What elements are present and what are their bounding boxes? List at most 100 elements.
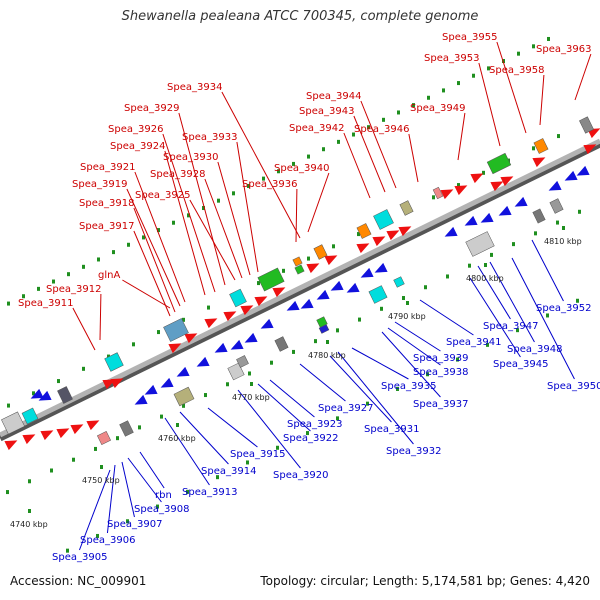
gene-box <box>163 318 189 342</box>
gene-label-reverse: Spea_3927 <box>318 403 373 414</box>
gene-box <box>119 420 134 437</box>
gene-label-forward: Spea_3912 <box>46 284 101 295</box>
gene-label-reverse: Spea_3913 <box>182 487 237 498</box>
tick-mark <box>32 391 35 396</box>
scale-tick <box>484 263 487 267</box>
gene-label-forward: Spea_3943 <box>299 106 354 117</box>
forward-gene-arrow <box>56 428 70 439</box>
label-connector <box>221 91 301 239</box>
scale-tick <box>28 509 31 513</box>
tick-mark <box>516 328 519 333</box>
gene-box <box>104 352 124 372</box>
label-connector <box>387 327 441 366</box>
label-connector <box>351 347 409 380</box>
gene-box <box>1 411 25 435</box>
gene-box <box>432 186 444 200</box>
tick-mark <box>534 231 537 236</box>
reverse-gene-arrow <box>176 366 190 377</box>
gene-label-reverse: rbn <box>155 490 172 501</box>
accession-text: Accession: NC_009901 <box>10 574 147 588</box>
forward-gene-arrow <box>70 424 84 435</box>
label-connector <box>257 383 311 432</box>
reverse-gene-arrow <box>134 394 148 405</box>
label-connector <box>381 331 441 398</box>
tick-mark <box>132 342 135 347</box>
reverse-gene-arrow <box>464 215 478 226</box>
gene-box <box>292 256 303 267</box>
forward-gene-arrow <box>356 243 370 254</box>
scale-label: 4740 kbp <box>10 520 48 529</box>
tick-mark <box>307 256 310 261</box>
tick-mark <box>96 533 99 538</box>
forward-gene-arrow <box>470 173 484 184</box>
gene-box <box>318 324 330 334</box>
gene-box <box>229 288 247 308</box>
tick-mark <box>337 139 340 144</box>
gene-box <box>465 231 495 257</box>
forward-gene-arrow <box>386 230 400 241</box>
tick-mark <box>367 125 370 130</box>
label-connector <box>121 461 135 518</box>
genome-backbone <box>0 138 600 442</box>
tick-mark <box>426 372 429 377</box>
tick-mark <box>576 298 579 303</box>
tick-mark <box>204 393 207 398</box>
forward-gene-arrow <box>22 434 36 445</box>
tick-mark <box>97 257 100 262</box>
gene-label-reverse: Spea_3938 <box>413 367 468 378</box>
tick-mark <box>547 36 550 41</box>
forward-gene-arrow <box>4 440 18 451</box>
gene-label-forward: Spea_3963 <box>536 44 591 55</box>
forward-gene-arrow <box>240 305 254 316</box>
forward-gene-arrow <box>372 236 386 247</box>
label-connector <box>457 112 466 161</box>
label-connector <box>295 188 298 243</box>
reverse-gene-arrow <box>576 165 590 176</box>
tick-mark <box>442 88 445 93</box>
tick-mark <box>186 489 189 494</box>
gene-label-forward: Spea_3925 <box>135 190 190 201</box>
gene-label-forward: Spea_3942 <box>289 123 344 134</box>
tick-mark <box>457 183 460 188</box>
forward-gene-arrow <box>398 226 412 237</box>
gene-label-reverse: Spea_3907 <box>107 519 162 530</box>
gene-label-reverse: Spea_3941 <box>446 337 501 348</box>
tick-mark <box>307 154 310 159</box>
label-connector <box>162 133 216 293</box>
tick-mark <box>116 436 119 441</box>
label-connector <box>178 112 226 286</box>
gene-box <box>57 386 73 404</box>
tick-mark <box>126 519 129 524</box>
label-connector <box>477 265 511 320</box>
tick-mark <box>357 232 360 237</box>
tick-mark <box>182 317 185 322</box>
label-connector <box>122 279 171 309</box>
gene-label-reverse: Spea_3931 <box>364 424 419 435</box>
gene-box <box>236 355 249 368</box>
tick-mark <box>332 244 335 249</box>
label-connector <box>337 351 414 445</box>
forward-gene-arrow <box>440 189 454 200</box>
tick-mark <box>292 349 295 354</box>
gene-label-forward: Spea_3933 <box>182 132 237 143</box>
tick-mark <box>532 146 535 151</box>
label-connector <box>139 451 165 489</box>
gene-label-forward: Spea_3924 <box>110 141 165 152</box>
label-connector <box>78 469 111 551</box>
gene-label-forward: Spea_3911 <box>18 298 73 309</box>
gene-label-forward: Spea_3917 <box>79 221 134 232</box>
scale-label: 4790 kbp <box>388 312 426 321</box>
label-connector <box>329 355 392 423</box>
tick-mark <box>67 272 70 277</box>
gene-label-reverse: Spea_3945 <box>493 359 548 370</box>
label-connector <box>127 457 162 503</box>
label-connector <box>164 150 206 296</box>
gene-label-forward: glnA <box>98 270 120 281</box>
reverse-gene-arrow <box>444 226 458 237</box>
reverse-gene-arrow <box>144 384 158 395</box>
gene-box <box>373 209 394 230</box>
tick-mark <box>142 235 145 240</box>
tick-mark <box>226 382 229 387</box>
tick-mark <box>277 169 280 174</box>
tick-mark <box>382 117 385 122</box>
